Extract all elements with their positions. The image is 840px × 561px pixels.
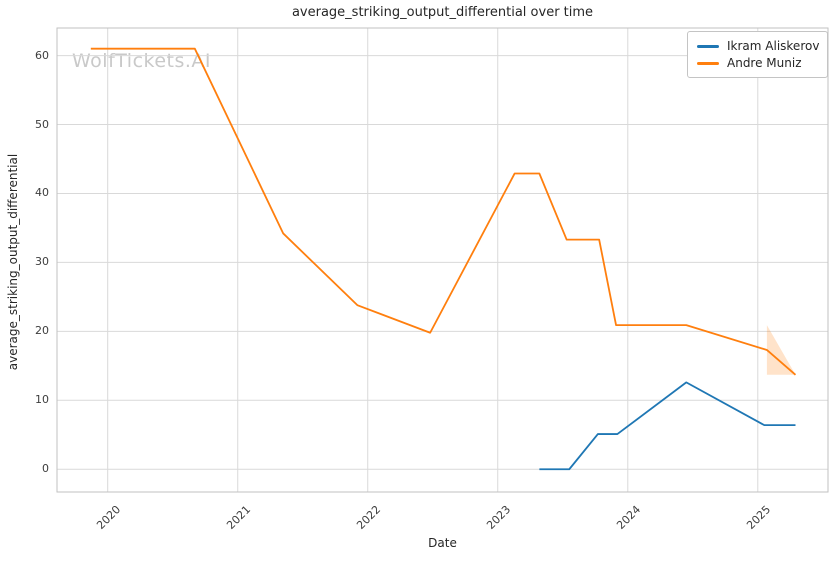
chart-title: average_striking_output_differential ove…	[291, 5, 594, 20]
y-tick-label: 20	[35, 324, 49, 338]
legend-line-swatch-blue	[697, 44, 719, 48]
series-line-ikram-aliskerov	[539, 381, 796, 471]
legend-label: Andre Muniz	[727, 56, 802, 70]
legend-item-ikram-aliskerov: Ikram Aliskerov	[697, 38, 820, 54]
legend-item-andre-muniz: Andre Muniz	[697, 55, 818, 71]
y-tick-label: 30	[35, 255, 49, 269]
x-axis-label: Date	[428, 536, 457, 550]
y-axis-label: average_striking_output_differential	[6, 153, 20, 371]
legend: Ikram Aliskerov Andre Muniz	[687, 31, 828, 78]
y-tick-label: 0	[42, 462, 49, 476]
forecast-band	[766, 325, 796, 375]
series-line-andre-muniz	[90, 47, 797, 376]
y-tick-label: 50	[35, 117, 49, 131]
plot-spines	[56, 27, 829, 493]
legend-line-swatch-orange	[697, 61, 719, 65]
y-tick-label: 40	[35, 186, 49, 200]
y-tick-label: 60	[35, 48, 49, 62]
y-tick-label: 10	[35, 393, 49, 407]
legend-label: Ikram Aliskerov	[727, 39, 820, 53]
